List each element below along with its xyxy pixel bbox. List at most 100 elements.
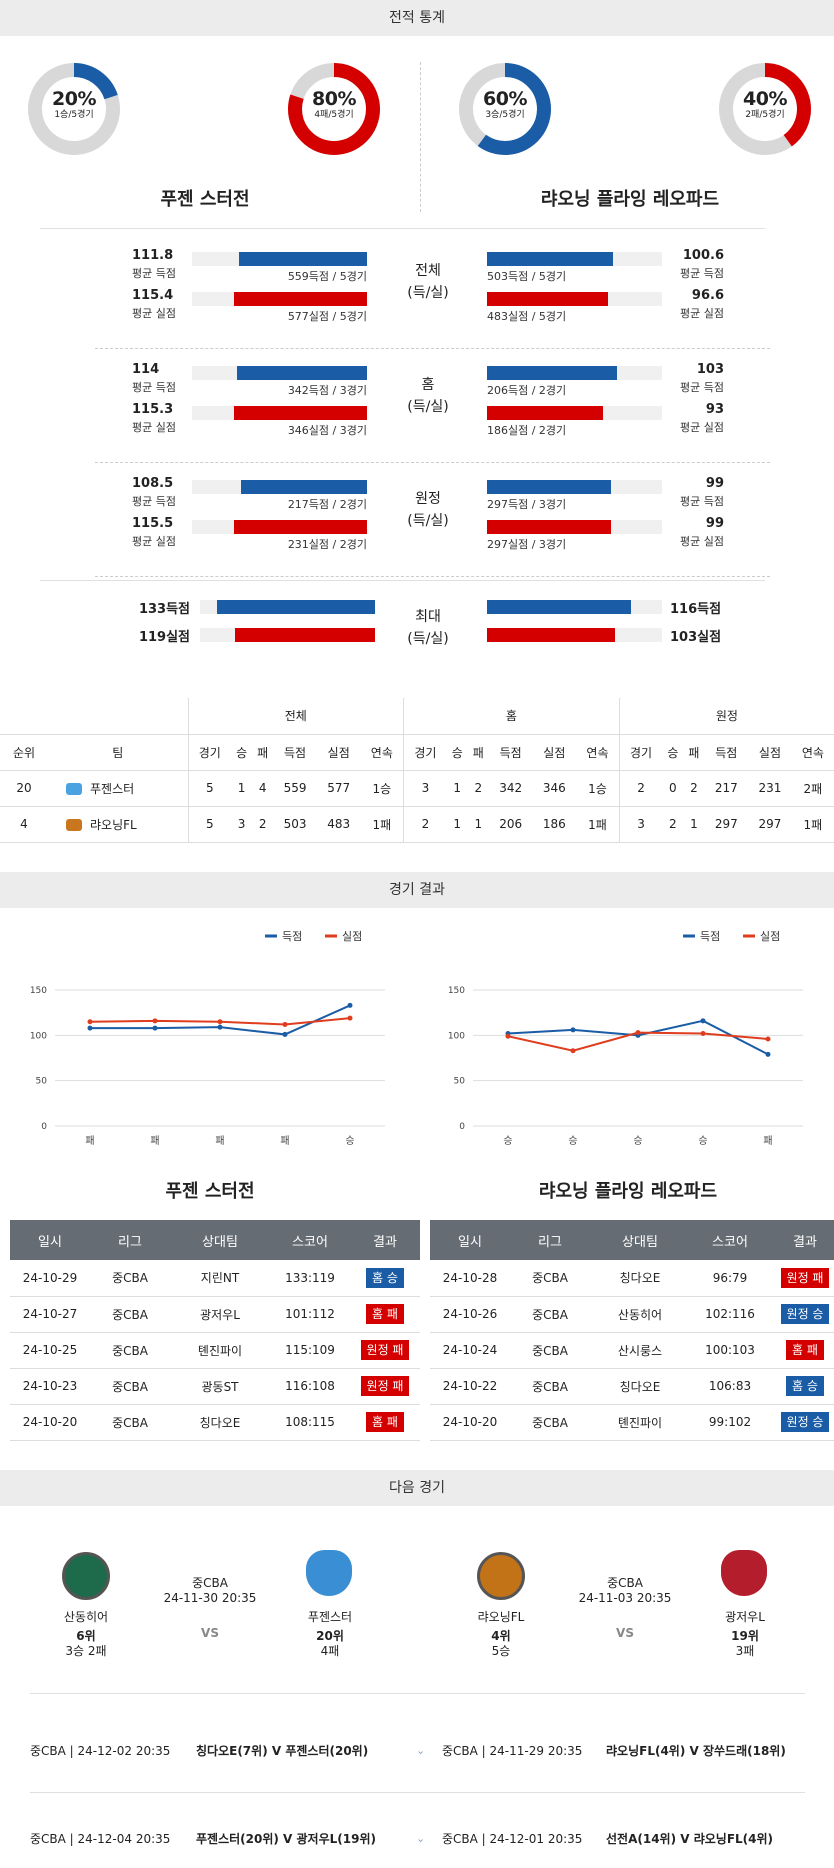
section-header-match-results: 경기 결과 xyxy=(0,872,834,908)
donut-label: 80% 4패/5경기 xyxy=(287,62,381,120)
y-tick-label: 50 xyxy=(454,1077,466,1087)
x-tick-label: 패 xyxy=(215,1135,224,1147)
right-stat-caption: 483실점 / 5경기 xyxy=(487,310,567,323)
result-league: 중CBA xyxy=(90,1368,170,1405)
data-point xyxy=(505,1033,511,1039)
results-column-header: 상대팀 xyxy=(590,1220,690,1260)
away-team-name[interactable]: 광저우L xyxy=(725,1610,765,1624)
right-stat-bar xyxy=(487,480,611,494)
result-badge: 원정 패 xyxy=(360,1340,410,1360)
right-stat-label: 평균 실점 xyxy=(680,307,724,320)
right-stat-label: 평균 득점 xyxy=(680,267,724,280)
result-score: 100:103 xyxy=(690,1332,770,1369)
result-opponent: 광동ST xyxy=(170,1368,270,1405)
chevron-down-icon[interactable]: ⌄ xyxy=(416,1744,426,1757)
result-cell: 원정 패 xyxy=(350,1368,420,1405)
left-stat-bar xyxy=(241,480,367,494)
stat-cell: 231 xyxy=(748,770,792,807)
upcoming-teams[interactable]: 칭다오E(7위) V 푸젠스터(20위) xyxy=(196,1744,369,1758)
right-stat-value: 99 xyxy=(705,516,724,531)
right-stat-caption: 297실점 / 3경기 xyxy=(487,538,567,551)
away-team-name[interactable]: 푸젠스터 xyxy=(307,1610,353,1624)
right-max-bar xyxy=(487,600,631,614)
result-date: 24-10-27 xyxy=(10,1296,90,1333)
game-league: 중CBA xyxy=(192,1576,228,1590)
stat-cell: 2 xyxy=(662,806,684,843)
results-column-header: 결과 xyxy=(770,1220,834,1260)
right-stat-caption: 186실점 / 2경기 xyxy=(487,424,567,437)
divider xyxy=(40,228,765,229)
x-tick-label: 승 xyxy=(633,1135,642,1147)
result-cell: 원정 승 xyxy=(770,1404,834,1441)
donut-label: 60% 3승/5경기 xyxy=(458,62,552,120)
vs-label: VS xyxy=(616,1626,634,1640)
left-stat-bar xyxy=(237,366,367,380)
standings-column-header: 승 xyxy=(446,734,468,771)
result-opponent: 칭다오E xyxy=(590,1368,690,1405)
y-tick-label: 0 xyxy=(459,1122,465,1132)
team-cell[interactable]: 푸젠스터 xyxy=(48,770,189,807)
results-row: 24-10-24 중CBA 산시룽스 100:103 홈 패 xyxy=(430,1332,834,1369)
left-stat-label: 평균 득점 xyxy=(132,267,176,280)
team-name: 푸젠스터 xyxy=(90,781,135,796)
results-column-header: 리그 xyxy=(510,1220,590,1260)
results-table-right: 일시 리그 상대팀 스코어 결과 24-10-28 중CBA 칭다오E 96:79 원정 패 24-… xyxy=(430,1220,834,1441)
result-opponent: 지린NT xyxy=(170,1260,270,1297)
result-badge: 원정 승 xyxy=(780,1412,830,1432)
right-stat-bar xyxy=(487,366,617,380)
stat-cell: 1 xyxy=(231,770,253,807)
game-time: 24-11-03 20:35 xyxy=(578,1591,672,1605)
result-league: 중CBA xyxy=(90,1404,170,1441)
home-team-name[interactable]: 산동히어 xyxy=(63,1610,109,1624)
stat-group-label: 원정 (득/실) xyxy=(398,488,458,532)
section-header-next-game: 다음 경기 xyxy=(0,1470,834,1506)
divider xyxy=(30,1792,805,1793)
stat-group-label: 최대 (득/실) xyxy=(398,606,458,650)
chevron-down-icon[interactable]: ⌄ xyxy=(416,1832,426,1845)
upcoming-teams[interactable]: 선전A(14위) V 랴오닝FL(4위) xyxy=(606,1832,774,1846)
team-logo-icon xyxy=(66,783,82,795)
results-team-left: 푸젠 스터전 xyxy=(165,1181,255,1202)
results-column-header: 스코어 xyxy=(690,1220,770,1260)
result-opponent: 칭다오E xyxy=(590,1260,690,1297)
standings-column-header: 득점 xyxy=(704,734,749,771)
left-stat-value: 108.5 xyxy=(132,476,174,491)
left-stat-caption: 217득점 / 2경기 xyxy=(287,498,367,511)
result-score: 115:109 xyxy=(270,1332,350,1369)
result-badge: 원정 승 xyxy=(780,1304,830,1324)
left-stat-value: 115.4 xyxy=(132,288,174,303)
standings-column-header: 연속 xyxy=(576,734,620,771)
result-date: 24-10-23 xyxy=(10,1368,90,1405)
results-column-header: 리그 xyxy=(90,1220,170,1260)
results-column-header: 일시 xyxy=(430,1220,510,1260)
home-team-name[interactable]: 랴오닝FL xyxy=(477,1610,525,1624)
y-tick-label: 100 xyxy=(30,1031,47,1041)
stat-cell: 346 xyxy=(532,770,577,807)
stat-cell: 3 xyxy=(231,806,253,843)
upcoming-info: 중CBA | 24-12-01 20:35 xyxy=(442,1832,583,1846)
center-divider xyxy=(420,62,421,212)
result-opponent: 톈진파이 xyxy=(170,1332,270,1369)
standings-column-header: 실점 xyxy=(748,734,792,771)
results-row: 24-10-25 중CBA 톈진파이 115:109 원정 패 xyxy=(10,1332,420,1369)
upcoming-teams[interactable]: 푸젠스터(20위) V 광저우L(19위) xyxy=(196,1832,376,1846)
left-stat-label: 평균 득점 xyxy=(132,495,176,508)
standings-column-header: 팀 xyxy=(48,734,189,771)
results-row: 24-10-20 중CBA 톈진파이 99:102 원정 승 xyxy=(430,1404,834,1441)
stat-cell: 342 xyxy=(488,770,533,807)
home-team-rank: 4위 xyxy=(491,1629,511,1643)
y-tick-label: 100 xyxy=(448,1031,465,1041)
stat-cell: 2 xyxy=(467,770,489,807)
stat-group-sub: (득/실) xyxy=(407,513,449,529)
left-stat-label: 평균 실점 xyxy=(132,421,176,434)
team-name: 랴오닝FL xyxy=(90,817,137,832)
standings-column-header: 실점 xyxy=(316,734,361,771)
upcoming-teams[interactable]: 랴오닝FL(4위) V 장쑤드래(18위) xyxy=(606,1744,786,1758)
left-max-value: 133득점 xyxy=(138,602,190,617)
stat-cell: 1 xyxy=(446,770,468,807)
stat-cell: 5 xyxy=(188,806,232,843)
right-stat-bar xyxy=(487,520,611,534)
left-stat-caption: 346실점 / 3경기 xyxy=(287,424,367,437)
standings-column-header: 패 xyxy=(467,734,489,771)
team-cell[interactable]: 랴오닝FL xyxy=(48,806,189,843)
